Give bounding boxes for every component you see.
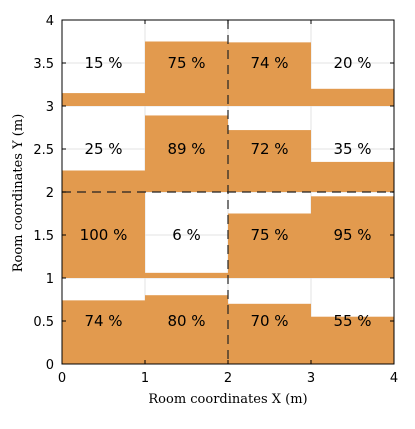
occupancy-bar (62, 170, 145, 192)
occupancy-bar (62, 192, 145, 278)
y-tick-label: 0 (46, 358, 54, 373)
occupancy-bar (145, 41, 228, 106)
y-tick-label: 0.5 (33, 315, 54, 330)
cell-percentage-label: 20 % (333, 54, 371, 72)
occupancy-bar (228, 42, 311, 106)
y-tick-label: 1.5 (33, 229, 54, 244)
occupancy-bar (62, 300, 145, 364)
y-tick-label: 3.5 (33, 57, 54, 72)
cell-percentage-label: 15 % (84, 54, 122, 72)
cell-percentage-label: 80 % (167, 312, 205, 330)
x-axis-title: Room coordinates X (m) (148, 392, 307, 407)
y-tick-label: 2 (46, 186, 54, 201)
occupancy-bar (145, 295, 228, 364)
y-tick-label: 4 (46, 14, 54, 29)
cell-percentage-label: 75 % (167, 54, 205, 72)
occupancy-bar (311, 161, 394, 192)
y-tick-label: 3 (46, 100, 54, 115)
cell-percentage-label: 72 % (250, 140, 288, 158)
occupancy-bar (62, 93, 145, 106)
cell-percentage-label: 95 % (333, 226, 371, 244)
occupancy-bar (228, 130, 311, 192)
occupancy-bar (145, 272, 228, 278)
cell-percentage-label: 6 % (172, 226, 201, 244)
x-tick-label: 2 (224, 371, 232, 386)
occupancy-bar (228, 303, 311, 364)
cell-percentage-label: 25 % (84, 140, 122, 158)
cell-percentage-label: 89 % (167, 140, 205, 158)
x-tick-label: 4 (390, 371, 398, 386)
cell-percentage-label: 75 % (250, 226, 288, 244)
cell-percentage-label: 70 % (250, 312, 288, 330)
y-axis-title: Room coordinates Y (m) (11, 114, 26, 273)
x-tick-label: 1 (141, 371, 149, 386)
occupancy-bar (145, 115, 228, 192)
occupancy-bar (311, 88, 394, 106)
cell-percentage-label: 100 % (80, 226, 128, 244)
occupancy-bar (228, 213, 311, 278)
occupancy-bar (311, 316, 394, 364)
x-tick-label: 0 (58, 371, 66, 386)
cell-percentage-label: 55 % (333, 312, 371, 330)
cell-percentage-label: 74 % (84, 312, 122, 330)
occupancy-bar (311, 196, 394, 278)
y-tick-label: 2.5 (33, 143, 54, 158)
cell-percentage-label: 74 % (250, 54, 288, 72)
x-tick-label: 3 (307, 371, 315, 386)
y-tick-label: 1 (46, 272, 54, 287)
cell-percentage-label: 35 % (333, 140, 371, 158)
